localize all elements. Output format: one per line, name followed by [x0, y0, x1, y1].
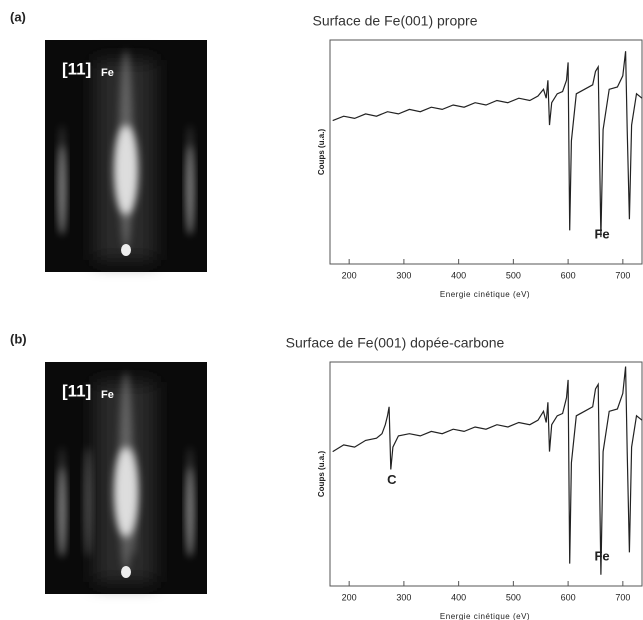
image-label-sub: Fe [101, 389, 114, 401]
image-label-sub: Fe [101, 67, 114, 79]
panel-title: Surface de Fe(001) dopée-carbone [286, 335, 505, 351]
plot-frame [329, 361, 643, 587]
y-axis-label: Coups (u.a.) [317, 129, 326, 176]
annotation: Fe [594, 226, 609, 241]
panel-title: Surface de Fe(001) propre [313, 13, 478, 29]
x-tick-label: 200 [342, 592, 357, 602]
spectrum-line [332, 51, 643, 238]
panel-label: (b) [10, 331, 27, 346]
x-tick-label: 700 [615, 592, 630, 602]
image-label: [11] [62, 381, 91, 400]
x-tick-label: 400 [451, 592, 466, 602]
streak [58, 467, 66, 557]
rheed-image [45, 362, 207, 594]
x-tick-label: 600 [561, 592, 576, 602]
rheed-image [45, 40, 207, 272]
x-tick-label: 400 [451, 270, 466, 280]
specular-spot [114, 447, 138, 537]
annotation: Fe [594, 548, 609, 563]
x-tick-label: 300 [396, 592, 411, 602]
x-axis-label: Energie cinétique (eV) [440, 612, 530, 620]
annotation: C [387, 472, 397, 487]
streak [58, 145, 66, 235]
streak [186, 467, 194, 557]
image-label: [11] [62, 59, 91, 78]
panel-label: (a) [10, 9, 26, 24]
direct-spot [121, 244, 131, 256]
x-tick-label: 500 [506, 270, 521, 280]
x-tick-label: 600 [561, 270, 576, 280]
streak [186, 145, 194, 235]
y-axis-label: Coups (u.a.) [317, 451, 326, 498]
x-tick-label: 200 [342, 270, 357, 280]
x-tick-label: 300 [396, 270, 411, 280]
specular-spot [114, 125, 138, 215]
streak [84, 447, 92, 557]
plot-frame [329, 39, 643, 265]
spectrum-line [332, 366, 643, 575]
direct-spot [121, 566, 131, 578]
x-axis-label: Energie cinétique (eV) [440, 290, 530, 299]
x-tick-label: 500 [506, 592, 521, 602]
x-tick-label: 700 [615, 270, 630, 280]
